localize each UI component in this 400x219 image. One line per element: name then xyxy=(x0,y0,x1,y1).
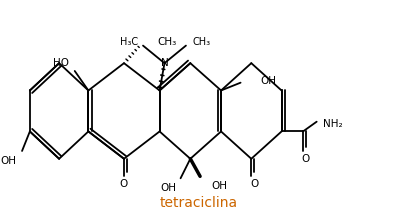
Text: OH: OH xyxy=(212,181,228,191)
Text: NH₂: NH₂ xyxy=(322,119,342,129)
Text: O: O xyxy=(120,179,128,189)
Text: N: N xyxy=(161,58,168,68)
Text: CH₃: CH₃ xyxy=(192,37,211,47)
Text: O: O xyxy=(250,179,258,189)
Text: HO: HO xyxy=(53,58,69,68)
Text: H₃C: H₃C xyxy=(120,37,138,47)
Text: OH: OH xyxy=(161,183,177,193)
Text: OH: OH xyxy=(260,76,276,86)
Text: O: O xyxy=(302,154,310,164)
Text: CH₃: CH₃ xyxy=(157,37,176,47)
Text: OH: OH xyxy=(0,156,16,166)
Text: tetraciclina: tetraciclina xyxy=(160,196,238,210)
